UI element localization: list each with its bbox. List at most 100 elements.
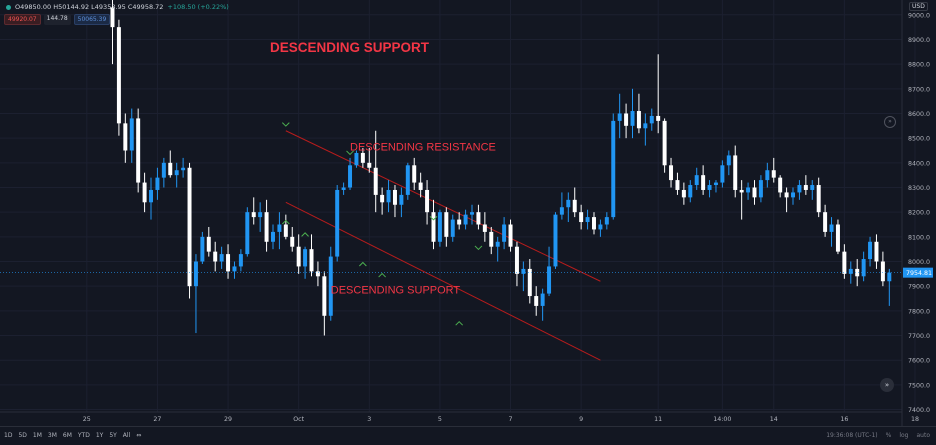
y-tick-label-12: 7800.0 — [908, 308, 930, 315]
tf-6m[interactable]: 6M — [62, 432, 72, 439]
candle-90 — [688, 180, 693, 203]
ohlc-change: +108.50 (+0.22%) — [167, 3, 229, 11]
candle-15 — [206, 226, 211, 257]
marker-down-2 — [429, 215, 438, 221]
candle-116 — [855, 259, 860, 287]
currency-label[interactable]: USD — [909, 2, 928, 11]
y-tick-label-1: 8900.0 — [908, 37, 930, 44]
y-tick-label-14: 7600.0 — [908, 358, 930, 365]
candle-96 — [726, 150, 731, 176]
candle-91 — [694, 167, 699, 190]
candle-41 — [373, 130, 378, 213]
x-tick-label-10: 14 — [770, 416, 778, 423]
candle-114 — [842, 244, 847, 279]
chart-settings-button[interactable]: » — [884, 116, 896, 128]
scroll-to-realtime-button[interactable]: » — [880, 378, 894, 392]
candle-84 — [649, 108, 654, 131]
y-tick-label-15: 7500.0 — [908, 382, 930, 389]
tf-1d[interactable]: 1D — [4, 432, 13, 439]
candle-26 — [277, 212, 282, 250]
y-tick-label-5: 8500.0 — [908, 136, 930, 143]
tf-ytd[interactable]: YTD — [77, 432, 90, 439]
percent-scale-toggle[interactable]: % — [885, 432, 892, 439]
candle-24 — [264, 199, 269, 252]
candle-37 — [348, 157, 353, 190]
tf-1m[interactable]: 1M — [32, 432, 42, 439]
x-tick-label-5: 5 — [438, 416, 442, 423]
candle-27 — [283, 214, 288, 240]
candle-62 — [508, 219, 513, 252]
sell-button[interactable]: 49920.07 — [4, 14, 41, 25]
candle-19 — [232, 261, 237, 279]
candle-102 — [765, 162, 770, 188]
candle-65 — [527, 259, 532, 304]
y-tick-label-3: 8700.0 — [908, 86, 930, 93]
candle-119 — [874, 234, 879, 269]
candle-64 — [521, 261, 526, 292]
log-scale-toggle[interactable]: log — [899, 432, 909, 439]
candle-8 — [161, 157, 166, 188]
candle-94 — [713, 180, 718, 193]
x-tick-label-7: 9 — [579, 416, 583, 423]
candle-121 — [887, 268, 892, 306]
y-tick-label-16: 7400.0 — [908, 407, 930, 414]
y-tick-label-7: 8300.0 — [908, 185, 930, 192]
candle-74 — [585, 209, 590, 230]
candle-89 — [681, 182, 686, 205]
bottom-toolbar: 1D 5D 1M 3M 6M YTD 1Y 5Y All ⇔ 19:36:08 … — [0, 426, 936, 445]
last-price-label: 7954.81 — [0, 267, 933, 278]
candle-109 — [810, 180, 815, 200]
candle-0 — [110, 0, 115, 65]
candle-85 — [656, 54, 661, 134]
price-axis[interactable]: 9000.0 8900.0 8800.0 8700.0 8600.0 8500.0 8400… — [908, 12, 930, 414]
clock[interactable]: 19:36:08 (UTC-1) — [826, 432, 878, 439]
date-range-icon[interactable]: ⇔ — [136, 432, 142, 439]
ohlc-legend: O49850.00 H50144.92 L49353.95 C49958.72 … — [6, 3, 229, 11]
candle-100 — [752, 180, 757, 205]
marker-down-1 — [346, 150, 354, 156]
chart-title: DESCENDING SUPPORT — [270, 40, 430, 55]
candle-95 — [720, 160, 725, 188]
x-tick-label-1: 27 — [153, 416, 161, 423]
buy-button[interactable]: 50065.39 — [73, 14, 111, 25]
tf-5d[interactable]: 5D — [18, 432, 27, 439]
y-tick-label-10: 8000.0 — [908, 259, 930, 266]
tf-all[interactable]: All — [122, 432, 131, 439]
candle-2 — [123, 113, 128, 163]
auto-scale-toggle[interactable]: auto — [916, 432, 930, 439]
candle-92 — [701, 165, 706, 195]
candle-53 — [450, 214, 455, 242]
x-tick-label-0: 25 — [83, 416, 91, 423]
candle-97 — [733, 145, 738, 198]
candle-55 — [463, 209, 468, 230]
candle-28 — [290, 226, 295, 252]
status-dot-icon — [6, 4, 11, 10]
candle-1 — [116, 19, 121, 136]
tf-3m[interactable]: 3M — [47, 432, 57, 439]
candle-93 — [707, 180, 712, 198]
time-axis[interactable]: 25 27 29 Oct 3 5 7 9 11 14:00 14 16 18 — [83, 416, 919, 423]
candle-5 — [142, 172, 147, 213]
candle-44 — [392, 185, 397, 218]
marker-up-7 — [378, 272, 386, 278]
tf-1y[interactable]: 1Y — [95, 432, 104, 439]
candle-23 — [258, 202, 263, 232]
marker-down-0 — [281, 122, 290, 127]
candle-117 — [861, 251, 866, 282]
candle-6 — [149, 177, 154, 220]
candle-51 — [437, 209, 442, 247]
candle-35 — [335, 185, 340, 262]
y-tick-label-11: 7900.0 — [908, 284, 930, 291]
candle-57 — [476, 204, 481, 230]
candle-66 — [534, 286, 539, 316]
tf-5y[interactable]: 5Y — [109, 432, 117, 439]
candle-118 — [868, 236, 873, 267]
channel-line-resistance[interactable] — [285, 130, 601, 282]
ohlc-values: O49850.00 H50144.92 L49353.95 C49958.72 — [15, 3, 164, 11]
candle-34 — [328, 246, 333, 321]
candle-58 — [482, 212, 487, 242]
candle-80 — [624, 103, 629, 139]
candle-107 — [797, 180, 802, 200]
candle-78 — [611, 113, 616, 220]
